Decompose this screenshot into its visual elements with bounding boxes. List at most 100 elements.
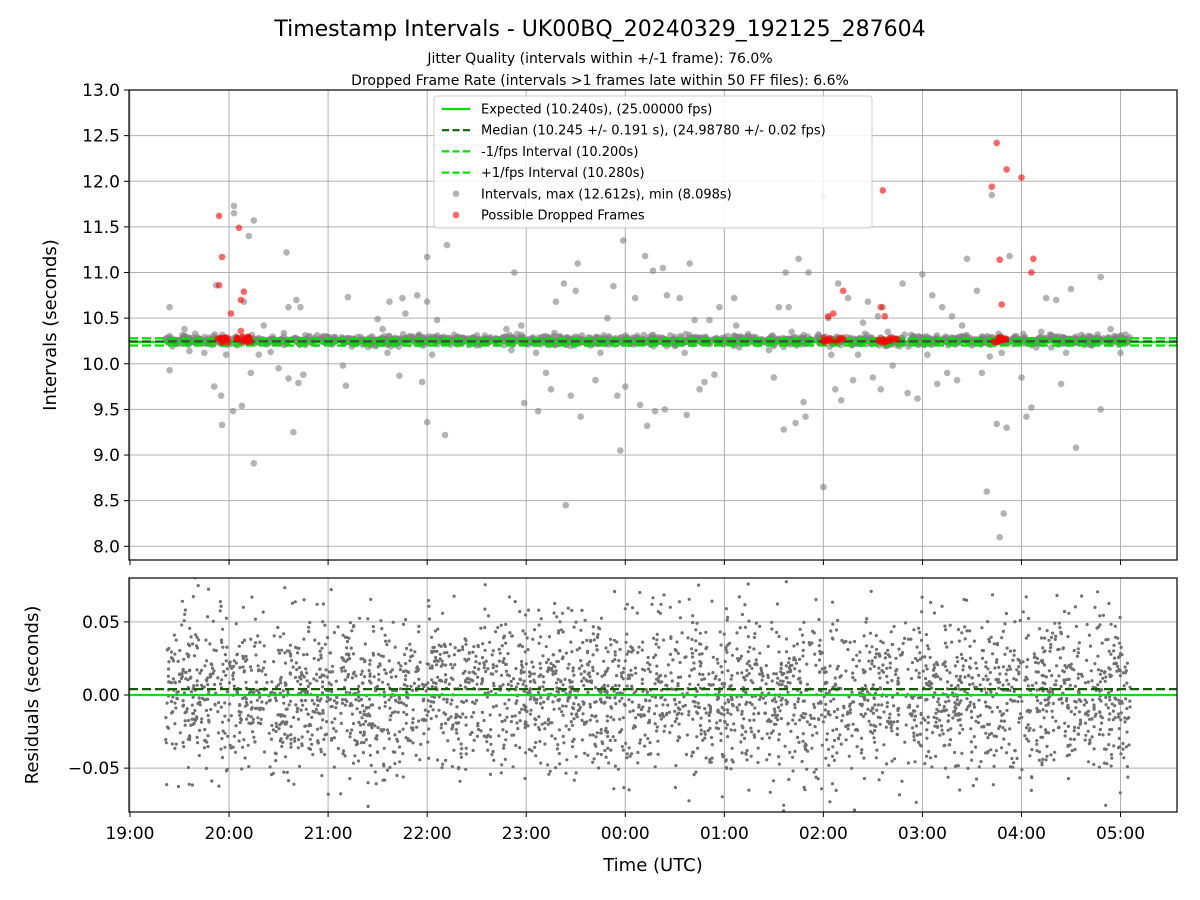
interval-point (1003, 424, 1010, 432)
residual-point (174, 638, 178, 642)
residual-point (621, 716, 625, 720)
residual-point (894, 672, 898, 677)
residual-point (638, 738, 643, 742)
residual-point (387, 659, 391, 663)
residual-point (998, 672, 1002, 676)
residual-point (681, 704, 685, 709)
residual-point (868, 650, 872, 654)
dropped-frame-point (881, 313, 889, 320)
residual-point (793, 702, 797, 707)
residual-point (1047, 731, 1051, 735)
interval-point (1006, 252, 1013, 260)
residual-point (704, 711, 708, 715)
residual-point (1038, 709, 1042, 713)
residual-point (195, 735, 199, 740)
residual-point (277, 651, 282, 655)
residual-point (867, 659, 871, 663)
residual-point (647, 706, 652, 710)
residual-point (972, 639, 977, 643)
residual-point (888, 661, 892, 665)
residual-point (719, 643, 723, 647)
residual-point (844, 639, 848, 644)
dropped-frame-point (820, 334, 828, 342)
residual-point (588, 660, 592, 664)
residual-point (696, 701, 700, 705)
residual-point (581, 712, 585, 716)
residual-point (248, 665, 253, 669)
residual-point (697, 583, 701, 587)
residual-point (595, 635, 600, 639)
residual-point (491, 749, 495, 754)
residual-point (377, 678, 381, 682)
residual-point (543, 727, 547, 731)
residual-point (658, 713, 663, 718)
residual-point (977, 673, 981, 678)
residual-point (824, 702, 828, 707)
residual-point (532, 628, 537, 632)
residual-point (1106, 706, 1110, 710)
residual-point (629, 668, 633, 672)
residual-point (851, 658, 855, 662)
residual-point (206, 587, 211, 591)
residual-point (1055, 593, 1059, 598)
residual-point (188, 676, 192, 680)
residual-point (488, 640, 492, 644)
residual-point (987, 733, 992, 737)
residual-point (1104, 703, 1108, 707)
residual-point (1119, 645, 1123, 650)
residual-point (1034, 681, 1038, 685)
residual-point (326, 792, 330, 796)
residual-point (436, 659, 440, 663)
residual-point (986, 620, 990, 624)
residual-point (1053, 621, 1057, 625)
residual-point (637, 645, 641, 649)
residual-point (748, 701, 752, 705)
residual-point (1043, 636, 1047, 640)
residual-point (840, 719, 844, 723)
residual-point (678, 616, 683, 620)
residual-point (376, 750, 380, 755)
residual-point (321, 685, 325, 689)
y-tick-label: 0.00 (82, 686, 120, 706)
residual-point (426, 740, 430, 744)
residual-point (294, 703, 298, 707)
residual-point (704, 630, 708, 634)
residual-point (914, 724, 919, 728)
residual-point (674, 649, 678, 653)
residual-point (375, 734, 379, 738)
residual-point (1018, 618, 1022, 623)
residual-point (946, 680, 950, 684)
residual-point (639, 707, 644, 712)
residual-point (575, 648, 579, 652)
dropped-frame-point (215, 282, 223, 289)
residual-point (388, 718, 392, 722)
residual-point (1024, 636, 1028, 640)
residual-point (616, 664, 621, 668)
residual-point (677, 600, 682, 604)
residual-point (262, 750, 267, 754)
residual-point (724, 648, 728, 652)
residual-point (336, 625, 340, 629)
residual-point (932, 715, 936, 720)
residual-point (591, 665, 595, 670)
residual-point (990, 593, 995, 597)
residual-point (646, 661, 650, 665)
residual-point (830, 636, 835, 640)
dropped-frame-point (239, 333, 247, 341)
residual-point (992, 764, 996, 769)
interval-point (659, 264, 667, 272)
residual-point (1032, 728, 1036, 732)
residual-point (411, 741, 415, 745)
residual-point (408, 659, 412, 663)
residual-point (444, 663, 448, 667)
residual-point (538, 739, 542, 744)
interval-point (230, 209, 238, 217)
residual-point (795, 642, 800, 646)
residual-point (848, 702, 852, 706)
residual-point (544, 660, 549, 665)
residual-point (1001, 629, 1006, 634)
interval-point (828, 351, 835, 359)
residual-point (247, 765, 251, 769)
residual-point (1069, 710, 1073, 714)
